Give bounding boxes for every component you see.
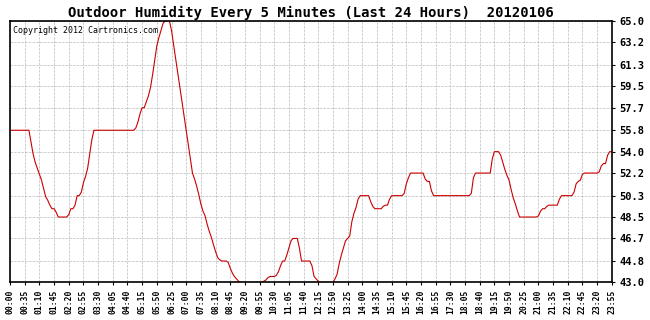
Title: Outdoor Humidity Every 5 Minutes (Last 24 Hours)  20120106: Outdoor Humidity Every 5 Minutes (Last 2… — [68, 5, 554, 20]
Text: Copyright 2012 Cartronics.com: Copyright 2012 Cartronics.com — [13, 26, 158, 35]
